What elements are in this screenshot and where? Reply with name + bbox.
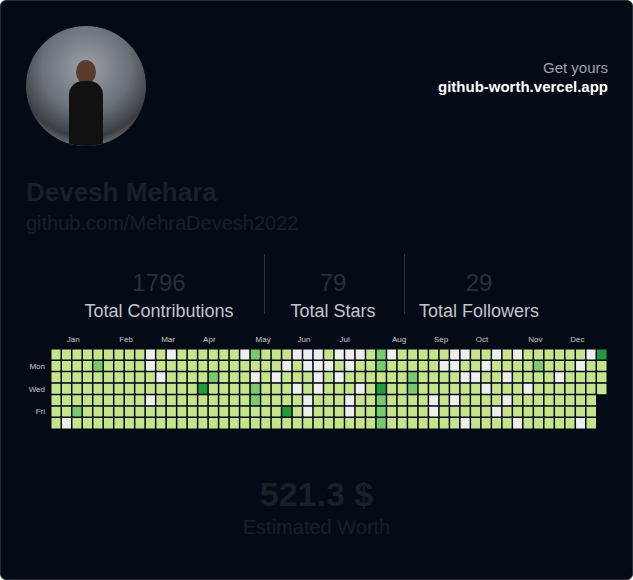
svg-text:Feb: Feb xyxy=(119,335,133,344)
html-text:Devesh Mehara: Devesh Mehara xyxy=(26,177,217,207)
html-text:1796: 1796 xyxy=(132,269,186,296)
html-text:Total Contributions: Total Contributions xyxy=(84,301,234,321)
svg-text:May: May xyxy=(256,335,271,344)
html-text:Estimated Worth: Estimated Worth xyxy=(242,516,391,538)
svg-text:Aug: Aug xyxy=(392,335,406,344)
html-text:github.com/MehraDevesh2022: github.com/MehraDevesh2022 xyxy=(26,212,299,234)
html-text:github-worth.vercel.app: github-worth.vercel.app xyxy=(438,78,608,95)
html-text:Get yours: Get yours xyxy=(543,59,608,76)
html-text:29: 29 xyxy=(465,269,493,296)
svg-text:Dec: Dec xyxy=(570,335,584,344)
svg-text:Jan: Jan xyxy=(67,335,80,344)
html-text:521.3 $: 521.3 $ xyxy=(259,475,374,513)
svg-text:Wed: Wed xyxy=(29,385,45,394)
svg-text:Apr: Apr xyxy=(203,335,216,344)
svg-text:Jul: Jul xyxy=(339,335,349,344)
svg-text:Mar: Mar xyxy=(161,335,175,344)
svg-text:Oct: Oct xyxy=(476,335,489,344)
svg-text:Jun: Jun xyxy=(298,335,311,344)
html-text:Total Stars: Total Stars xyxy=(290,301,376,321)
svg-text:Nov: Nov xyxy=(528,335,542,344)
html-text:79: 79 xyxy=(319,269,347,296)
html-text:Total Followers: Total Followers xyxy=(419,301,539,321)
svg-text:Fri: Fri xyxy=(36,407,46,416)
svg-text:Mon: Mon xyxy=(29,362,45,371)
svg-text:Sep: Sep xyxy=(434,335,449,344)
